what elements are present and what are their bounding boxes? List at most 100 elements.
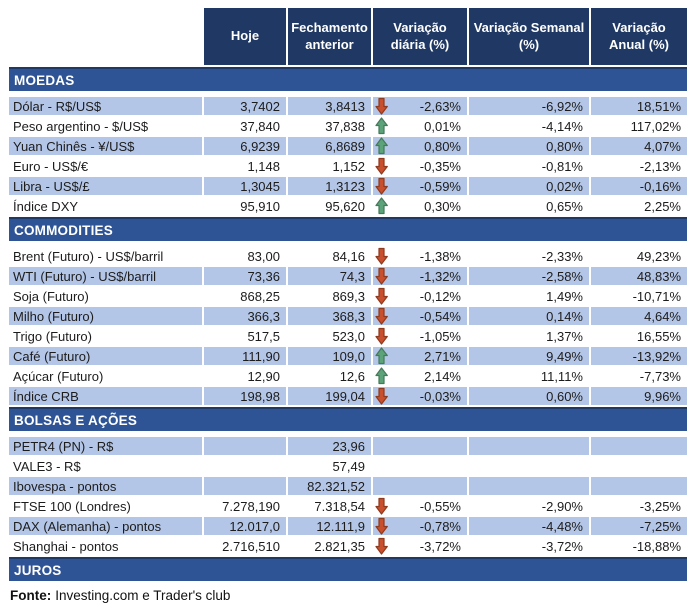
cell-hoje-value: 366,3 [247, 308, 280, 324]
cell-fechamento-anterior: 3,8413 [288, 97, 371, 115]
row-label-value: Açúcar (Futuro) [13, 368, 104, 384]
cell-fechamento-anterior: 2.821,35 [288, 537, 371, 555]
cell-variacao-anual-value: 4,07% [644, 138, 681, 154]
cell-variacao-anual: -7,73% [591, 367, 687, 385]
cell-variacao-diaria-value: -0,35% [419, 158, 461, 174]
cell-hoje-value: 83,00 [247, 248, 280, 264]
cell-hoje: 198,98 [204, 387, 286, 405]
cell-variacao-diaria-value: -2,63% [419, 98, 461, 114]
section-spacer [9, 433, 687, 435]
cell-variacao-diaria-value: 2,14% [424, 368, 461, 384]
cell-variacao-anual-value: -7,73% [639, 368, 681, 384]
cell-hoje: 12,90 [204, 367, 286, 385]
row-label-value: FTSE 100 (Londres) [13, 498, 131, 514]
cell-variacao-anual-value: -2,13% [639, 158, 681, 174]
row-label: Brent (Futuro) - US$/barril [9, 247, 202, 265]
cell-variacao-diaria-value: -0,03% [419, 388, 461, 404]
cell-variacao-semanal-value: -2,58% [541, 268, 583, 284]
cell-variacao-anual-value: -3,25% [639, 498, 681, 514]
row-label: Yuan Chinês - ¥/US$ [9, 137, 202, 155]
cell-variacao-semanal: -4,48% [469, 517, 589, 535]
cell-fechamento-anterior-value: 23,96 [332, 438, 365, 454]
cell-variacao-diaria-value: 0,80% [424, 138, 461, 154]
cell-variacao-anual-value: 48,83% [636, 268, 681, 284]
cell-variacao-diaria: 0,80% [373, 137, 467, 155]
cell-hoje-value: 12.017,0 [229, 518, 280, 534]
cell-variacao-diaria: -0,03% [373, 387, 467, 405]
up-arrow-icon [374, 367, 389, 385]
up-arrow-icon [374, 347, 389, 365]
down-arrow-icon [374, 327, 389, 345]
cell-variacao-anual-value: -7,25% [639, 518, 681, 534]
cell-hoje-value: 198,98 [240, 388, 280, 404]
row-label: Libra - US$/£ [9, 177, 202, 195]
cell-variacao-semanal-value: 0,60% [546, 388, 583, 404]
cell-fechamento-anterior-value: 37,838 [325, 118, 365, 134]
cell-variacao-semanal: 0,14% [469, 307, 589, 325]
cell-variacao-semanal-value: 0,65% [546, 198, 583, 214]
source-label: Fonte: [10, 588, 52, 603]
cell-variacao-diaria-value: -0,55% [419, 498, 461, 514]
cell-fechamento-anterior: 1,152 [288, 157, 371, 175]
row-label-value: Índice DXY [13, 198, 79, 214]
corner-cell [9, 8, 202, 65]
row-label-value: Soja (Futuro) [13, 288, 89, 304]
cell-variacao-semanal-value: 9,49% [546, 348, 583, 364]
row-label: FTSE 100 (Londres) [9, 497, 202, 515]
cell-variacao-diaria: -1,05% [373, 327, 467, 345]
cell-variacao-semanal: -2,58% [469, 267, 589, 285]
cell-hoje: 517,5 [204, 327, 286, 345]
cell-fechamento-anterior: 523,0 [288, 327, 371, 345]
cell-variacao-anual-value: -0,16% [639, 178, 681, 194]
cell-hoje: 12.017,0 [204, 517, 286, 535]
down-arrow-icon [374, 287, 389, 305]
cell-fechamento-anterior-value: 109,0 [332, 348, 365, 364]
cell-variacao-anual-value: 18,51% [636, 98, 681, 114]
column-header-variacao-anual: Variação Anual (%) [591, 8, 687, 65]
cell-fechamento-anterior: 95,620 [288, 197, 371, 215]
up-arrow-icon [374, 137, 389, 155]
cell-variacao-semanal: -2,33% [469, 247, 589, 265]
row-label-value: Ibovespa - pontos [13, 478, 117, 494]
up-arrow-icon [374, 197, 389, 215]
cell-variacao-anual-value: -10,71% [632, 288, 681, 304]
cell-variacao-anual: 49,23% [591, 247, 687, 265]
cell-variacao-diaria-value: -1,38% [419, 248, 461, 264]
cell-hoje: 111,90 [204, 347, 286, 365]
row-label-value: DAX (Alemanha) - pontos [13, 518, 162, 534]
cell-variacao-anual [591, 457, 687, 475]
cell-fechamento-anterior-value: 82.321,52 [307, 478, 365, 494]
cell-hoje [204, 457, 286, 475]
cell-fechamento-anterior-value: 1,152 [332, 158, 365, 174]
row-label-value: Yuan Chinês - ¥/US$ [13, 138, 135, 154]
row-label: VALE3 - R$ [9, 457, 202, 475]
cell-hoje-value: 1,148 [247, 158, 280, 174]
cell-hoje: 37,840 [204, 117, 286, 135]
row-label: Shanghai - pontos [9, 537, 202, 555]
cell-variacao-semanal-value: -0,81% [541, 158, 583, 174]
row-label-value: VALE3 - R$ [13, 458, 81, 474]
cell-fechamento-anterior-value: 74,3 [339, 268, 365, 284]
cell-variacao-semanal-value: 1,49% [546, 288, 583, 304]
cell-fechamento-anterior-value: 199,04 [325, 388, 365, 404]
cell-variacao-diaria: -0,35% [373, 157, 467, 175]
cell-variacao-anual-value: 2,25% [644, 198, 681, 214]
up-arrow-icon [374, 117, 389, 135]
cell-variacao-diaria [373, 437, 467, 455]
cell-variacao-anual: -10,71% [591, 287, 687, 305]
row-label-value: PETR4 (PN) - R$ [13, 438, 114, 454]
cell-variacao-diaria: -0,54% [373, 307, 467, 325]
cell-variacao-semanal: -0,81% [469, 157, 589, 175]
section-header-moedas: MOEDAS [9, 67, 687, 91]
cell-variacao-diaria: 0,30% [373, 197, 467, 215]
cell-variacao-semanal: 0,80% [469, 137, 589, 155]
column-header-variacao-diaria: Variação diária (%) [373, 8, 467, 65]
cell-hoje: 366,3 [204, 307, 286, 325]
cell-variacao-semanal: 0,65% [469, 197, 589, 215]
cell-fechamento-anterior: 23,96 [288, 437, 371, 455]
section-title: BOLSAS E AÇÕES [14, 412, 138, 428]
down-arrow-icon [374, 267, 389, 285]
cell-variacao-diaria: -0,59% [373, 177, 467, 195]
cell-variacao-diaria: 2,14% [373, 367, 467, 385]
row-label: Ibovespa - pontos [9, 477, 202, 495]
